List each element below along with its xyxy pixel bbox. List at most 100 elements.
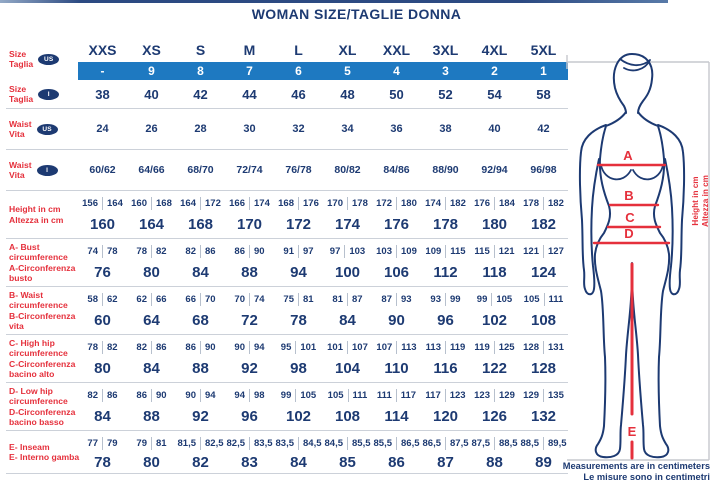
table-row-low-hip: D- Low hip circumference D-Circonferenza ba… bbox=[6, 383, 568, 431]
range-max: 87,5 bbox=[450, 437, 469, 449]
range-pair: 109 115 bbox=[421, 243, 470, 259]
range-divider bbox=[494, 196, 495, 210]
range-max: 174 bbox=[254, 197, 270, 209]
region-badge-i: I bbox=[36, 164, 58, 176]
measure-cell: 164 172 168 bbox=[176, 191, 225, 238]
measure-letters: A B C D E bbox=[623, 148, 636, 439]
range-divider bbox=[249, 388, 250, 402]
recommended-value: 64 bbox=[143, 312, 160, 329]
row-label-line: B-Circonferenza bbox=[9, 310, 76, 321]
range-max: 81 bbox=[156, 437, 167, 449]
value-cell: 52 bbox=[438, 86, 453, 102]
range-pair: 62 66 bbox=[127, 291, 176, 307]
recommended-value: 80 bbox=[143, 264, 160, 281]
range-max: 82,5 bbox=[205, 437, 224, 449]
range-min: 70 bbox=[234, 293, 245, 305]
row-label: B- Waist circumference B-Circonferenza vita bbox=[6, 287, 78, 334]
recommended-value: 89 bbox=[535, 453, 552, 471]
measure-label-d: D bbox=[624, 226, 633, 241]
range-divider bbox=[298, 436, 299, 450]
range-divider bbox=[200, 244, 201, 258]
range-divider bbox=[396, 292, 397, 306]
hair-detail bbox=[619, 58, 651, 72]
measure-cell: 70 74 72 bbox=[225, 287, 274, 334]
range-min: 97 bbox=[329, 245, 341, 257]
range-pair: 111 117 bbox=[372, 387, 421, 403]
range-max: 105 bbox=[496, 293, 513, 305]
recommended-value: 84 bbox=[339, 312, 356, 329]
range-min: 128 bbox=[523, 341, 539, 353]
recommended-value: 164 bbox=[138, 216, 165, 233]
range-min: 176 bbox=[474, 197, 490, 209]
range-divider bbox=[249, 244, 250, 258]
page-title: WOMAN SIZE/TAGLIE DONNA bbox=[251, 6, 462, 22]
measure-cell: 109 115 112 bbox=[421, 239, 470, 286]
recommended-value: 122 bbox=[481, 360, 508, 377]
recommended-value: 160 bbox=[89, 216, 116, 233]
size-band-cell: 1 bbox=[519, 62, 568, 80]
table-row-size-i: Size Taglia I 38 40 42 44 46 48 50 52 54 58 bbox=[6, 80, 568, 109]
range-pair: 94 98 bbox=[225, 387, 274, 403]
row-label: Height in cm Altezza in cm bbox=[6, 191, 78, 238]
value-cell: 60/62 bbox=[89, 164, 116, 176]
row-label-line: Size bbox=[9, 83, 27, 94]
range-divider bbox=[151, 388, 152, 402]
range-min: 82,5 bbox=[226, 437, 246, 449]
row-label: Waist Vita I bbox=[6, 150, 78, 190]
measure-cell: 91 97 94 bbox=[274, 239, 323, 286]
recommended-value: 104 bbox=[334, 360, 361, 377]
row-label: D- Low hip circumference D-Circonferenza ba… bbox=[6, 383, 78, 430]
row-label-line: D-Circonferenza bbox=[9, 406, 76, 417]
range-max: 119 bbox=[450, 341, 466, 353]
size-header-cell: 3XL bbox=[432, 42, 459, 58]
table-row-size-us: Size Taglia US XXS - XS 9 S 8 M 7 L 6 XL 5 XXL 4 3XL 3 4XL 2… bbox=[6, 38, 568, 80]
row-label-text: Height in cm Altezza in cm bbox=[9, 204, 63, 224]
measure-cell: 97 103 100 bbox=[323, 239, 372, 286]
range-pair: 115 121 bbox=[470, 243, 519, 259]
range-max: 172 bbox=[205, 197, 221, 209]
range-divider bbox=[445, 340, 446, 354]
range-max: 135 bbox=[548, 389, 564, 401]
region-badge-us: US bbox=[38, 53, 60, 65]
size-header-cell: S bbox=[195, 42, 206, 58]
measure-cell: 113 119 116 bbox=[421, 335, 470, 382]
row-label-text: B- Waist circumference B-Circonferenza vita bbox=[9, 290, 75, 331]
recommended-value: 110 bbox=[384, 360, 409, 377]
recommended-value: 102 bbox=[285, 408, 312, 425]
row-label-line: Altezza in cm bbox=[9, 214, 64, 225]
range-min: 95 bbox=[280, 341, 292, 353]
recommended-value: 80 bbox=[143, 453, 160, 471]
range-divider bbox=[543, 436, 544, 450]
range-min: 178 bbox=[523, 197, 539, 209]
range-divider bbox=[445, 436, 446, 450]
size-band-cell: 4 bbox=[372, 62, 421, 80]
measure-cell: 62 66 64 bbox=[127, 287, 176, 334]
measure-cell: 119 125 122 bbox=[470, 335, 519, 382]
recommended-value: 85 bbox=[339, 453, 356, 471]
measure-label-e: E bbox=[628, 424, 637, 439]
right-arm-outline bbox=[657, 124, 686, 296]
range-max: 94 bbox=[205, 389, 216, 401]
range-pair: 156 164 bbox=[78, 195, 127, 211]
range-max: 74 bbox=[254, 293, 265, 305]
range-pair: 93 99 bbox=[421, 291, 470, 307]
range-divider bbox=[151, 244, 152, 258]
range-min: 156 bbox=[82, 197, 98, 209]
range-min: 168 bbox=[278, 197, 294, 209]
range-min: 123 bbox=[474, 389, 490, 401]
range-min: 79 bbox=[136, 437, 147, 449]
row-label-text: Waist Vita bbox=[9, 119, 32, 139]
size-band-cell: 3 bbox=[421, 62, 470, 80]
measurement-lines bbox=[592, 163, 671, 460]
range-max: 85,5 bbox=[352, 437, 371, 449]
range-max: 168 bbox=[156, 197, 172, 209]
range-pair: 86 90 bbox=[176, 339, 225, 355]
range-divider bbox=[102, 340, 103, 354]
value-cell: 92/94 bbox=[481, 164, 508, 176]
figure-illustration: A B C D E Height in cm Altezza in cm bbox=[565, 46, 713, 462]
range-pair: 160 168 bbox=[127, 195, 176, 211]
row-label-line: B- Waist bbox=[9, 290, 44, 301]
range-min: 78 bbox=[136, 245, 147, 257]
range-min: 105 bbox=[523, 293, 540, 305]
measure-cell: 129 135 132 bbox=[519, 383, 568, 430]
